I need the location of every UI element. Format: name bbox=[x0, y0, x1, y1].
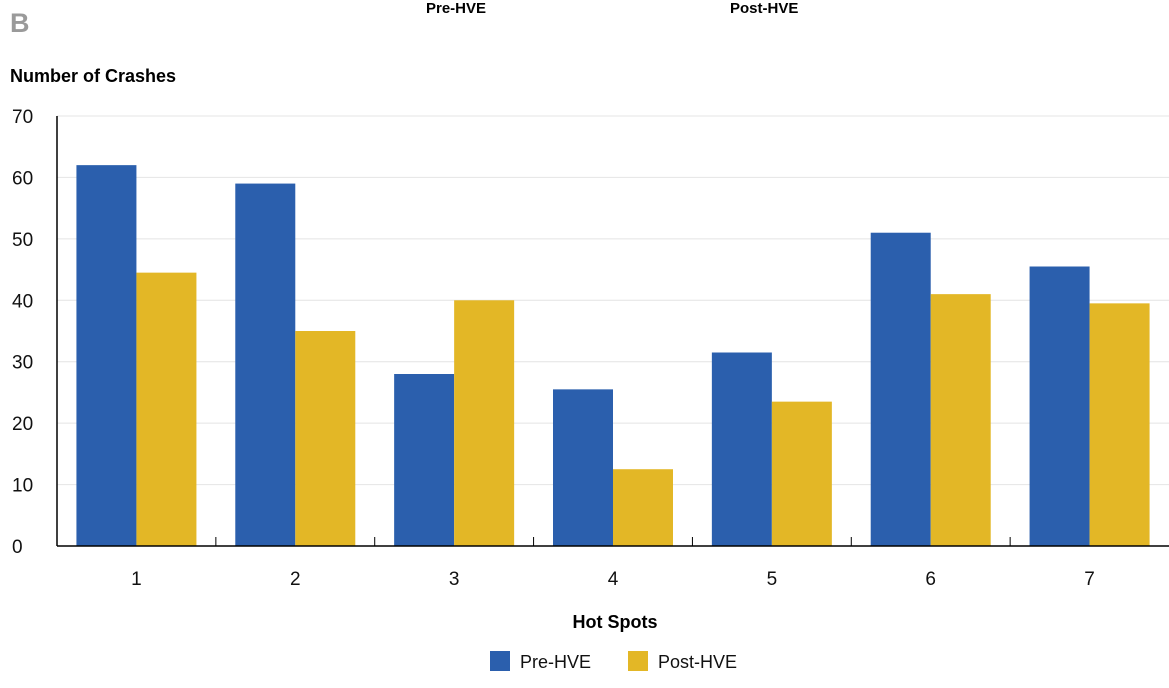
y-tick-label: 60 bbox=[12, 168, 33, 189]
bar-pre-hve-3 bbox=[394, 374, 455, 546]
y-axis-title: Number of Crashes bbox=[10, 66, 176, 86]
bar-post-hve-1 bbox=[136, 272, 197, 546]
x-tick-label: 6 bbox=[925, 569, 936, 590]
bars bbox=[76, 165, 1150, 547]
bar-pre-hve-7 bbox=[1029, 266, 1090, 546]
header-label-pre: Pre-HVE bbox=[426, 0, 487, 17]
bar-pre-hve-1 bbox=[76, 165, 137, 546]
bar-post-hve-2 bbox=[295, 331, 356, 546]
bar-post-hve-4 bbox=[613, 469, 673, 546]
y-tick-label: 10 bbox=[12, 476, 33, 497]
axes bbox=[56, 116, 1169, 547]
legend-swatch-pre-hve bbox=[490, 651, 510, 671]
x-tick-label: 2 bbox=[290, 569, 301, 590]
x-tick-label: 7 bbox=[1084, 569, 1095, 590]
legend: Pre-HVE Post-HVE bbox=[490, 651, 737, 672]
bar-post-hve-5 bbox=[771, 401, 832, 546]
bar-pre-hve-2 bbox=[235, 183, 296, 547]
y-tick-label: 50 bbox=[12, 230, 33, 251]
x-axis-title: Hot Spots bbox=[573, 612, 658, 632]
bar-pre-hve-4 bbox=[553, 389, 613, 546]
y-tick-label: 70 bbox=[12, 107, 33, 128]
x-tick-label: 5 bbox=[767, 569, 778, 590]
bar-post-hve-6 bbox=[930, 294, 991, 546]
y-tick-label: 0 bbox=[12, 537, 23, 558]
y-tick-label: 40 bbox=[12, 291, 33, 312]
legend-label-post-hve: Post-HVE bbox=[658, 652, 737, 672]
x-tick-label: 1 bbox=[131, 569, 142, 590]
y-tick-label: 30 bbox=[12, 353, 33, 374]
y-tick-label: 20 bbox=[12, 414, 33, 435]
panel-letter: B bbox=[10, 8, 30, 38]
bar-pre-hve-5 bbox=[711, 352, 772, 546]
header-label-post: Post-HVE bbox=[730, 0, 799, 17]
x-tick-label: 3 bbox=[449, 569, 460, 590]
legend-label-pre-hve: Pre-HVE bbox=[520, 652, 591, 672]
bar-post-hve-7 bbox=[1089, 303, 1150, 546]
legend-swatch-post-hve bbox=[628, 651, 648, 671]
bar-pre-hve-6 bbox=[870, 232, 931, 546]
tick-labels: 0 10 20 30 40 50 60 70 1 2 3 4 5 6 7 bbox=[12, 107, 1095, 590]
bar-post-hve-3 bbox=[454, 300, 515, 546]
x-tick-label: 4 bbox=[608, 569, 619, 590]
